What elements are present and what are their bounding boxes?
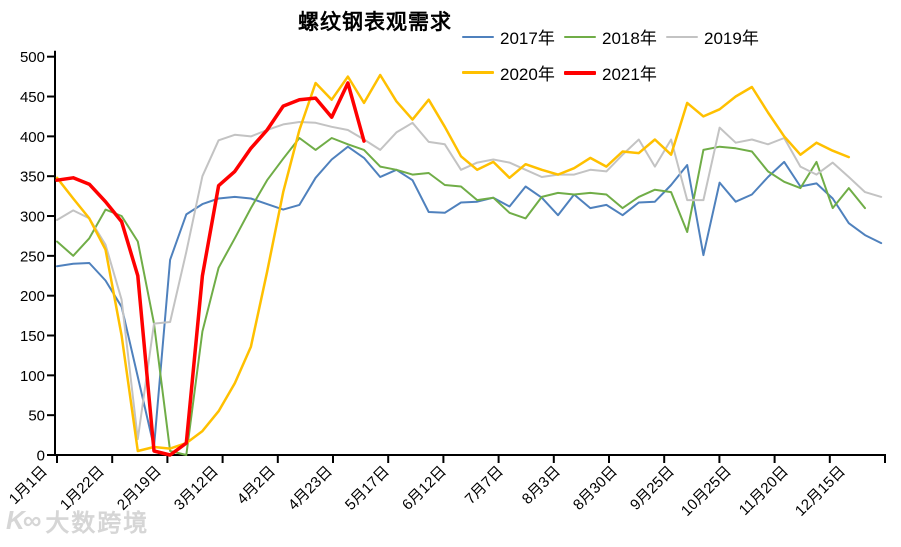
- y-axis-label: 500: [20, 49, 45, 66]
- legend-row-1: 2017年 2018年 2019年: [462, 24, 768, 49]
- y-axis-label: 200: [20, 288, 45, 305]
- legend-label: 2019年: [704, 29, 759, 48]
- legend-item-2019年: 2019年: [666, 24, 768, 49]
- watermark-logo-icon: K∞: [6, 505, 41, 535]
- x-axis-label: 11月20日: [736, 463, 792, 519]
- legend-line-swatch: [564, 70, 596, 75]
- y-axis-label: 100: [20, 368, 45, 385]
- y-axis-label: 0: [37, 448, 45, 465]
- x-axis-label: 1月1日: [6, 463, 51, 508]
- y-axis-label: 50: [28, 408, 45, 425]
- y-axis-label: 350: [20, 169, 45, 186]
- x-axis-label: 10月25日: [678, 463, 735, 520]
- x-axis-label: 4月2日: [234, 463, 279, 508]
- x-axis-label: 5月17日: [342, 463, 393, 514]
- watermark-text: 大数跨境: [45, 510, 150, 537]
- watermark: K∞ 大数跨境: [6, 503, 149, 538]
- chart-title: 螺纹钢表观需求: [298, 11, 452, 34]
- x-axis-label: 7月7日: [462, 463, 507, 508]
- x-axis-label: 3月12日: [171, 463, 222, 514]
- y-axis-label: 400: [20, 129, 45, 146]
- x-axis-label: 6月12日: [399, 463, 450, 514]
- legend-item-2020年: 2020年: [462, 60, 564, 85]
- legend-line-swatch: [666, 35, 698, 38]
- legend-label: 2017年: [500, 29, 555, 48]
- series-line-2017年: [56, 145, 883, 448]
- series-line-2018年: [56, 137, 866, 456]
- y-axis-label: 450: [20, 89, 45, 106]
- series-line-2020年: [55, 73, 851, 453]
- x-axis-label: 8月3日: [519, 463, 564, 508]
- legend-item-2021年: 2021年: [564, 60, 666, 85]
- y-axis-label: 300: [20, 209, 45, 226]
- legend-label: 2021年: [602, 65, 657, 84]
- legend-line-swatch: [564, 35, 596, 38]
- legend-line-swatch: [462, 71, 494, 74]
- series-line-2021年: [55, 81, 366, 457]
- legend-item-2017年: 2017年: [462, 24, 564, 49]
- legend-label: 2020年: [500, 65, 555, 84]
- y-axis-label: 250: [20, 248, 45, 265]
- x-axis-label: 4月23日: [285, 463, 336, 514]
- x-axis-label: 9月25日: [627, 463, 678, 514]
- legend-row-2: 2020年 2021年: [462, 60, 666, 85]
- y-axis-label: 150: [20, 328, 45, 345]
- legend-label: 2018年: [602, 29, 657, 48]
- x-axis-label: 8月30日: [570, 463, 621, 514]
- legend-line-swatch: [462, 35, 494, 38]
- x-axis-label: 12月15日: [792, 463, 849, 520]
- series-line-2019年: [56, 121, 883, 441]
- legend-item-2018年: 2018年: [564, 24, 666, 49]
